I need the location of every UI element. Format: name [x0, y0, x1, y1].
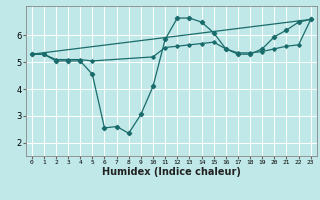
X-axis label: Humidex (Indice chaleur): Humidex (Indice chaleur) [102, 167, 241, 177]
